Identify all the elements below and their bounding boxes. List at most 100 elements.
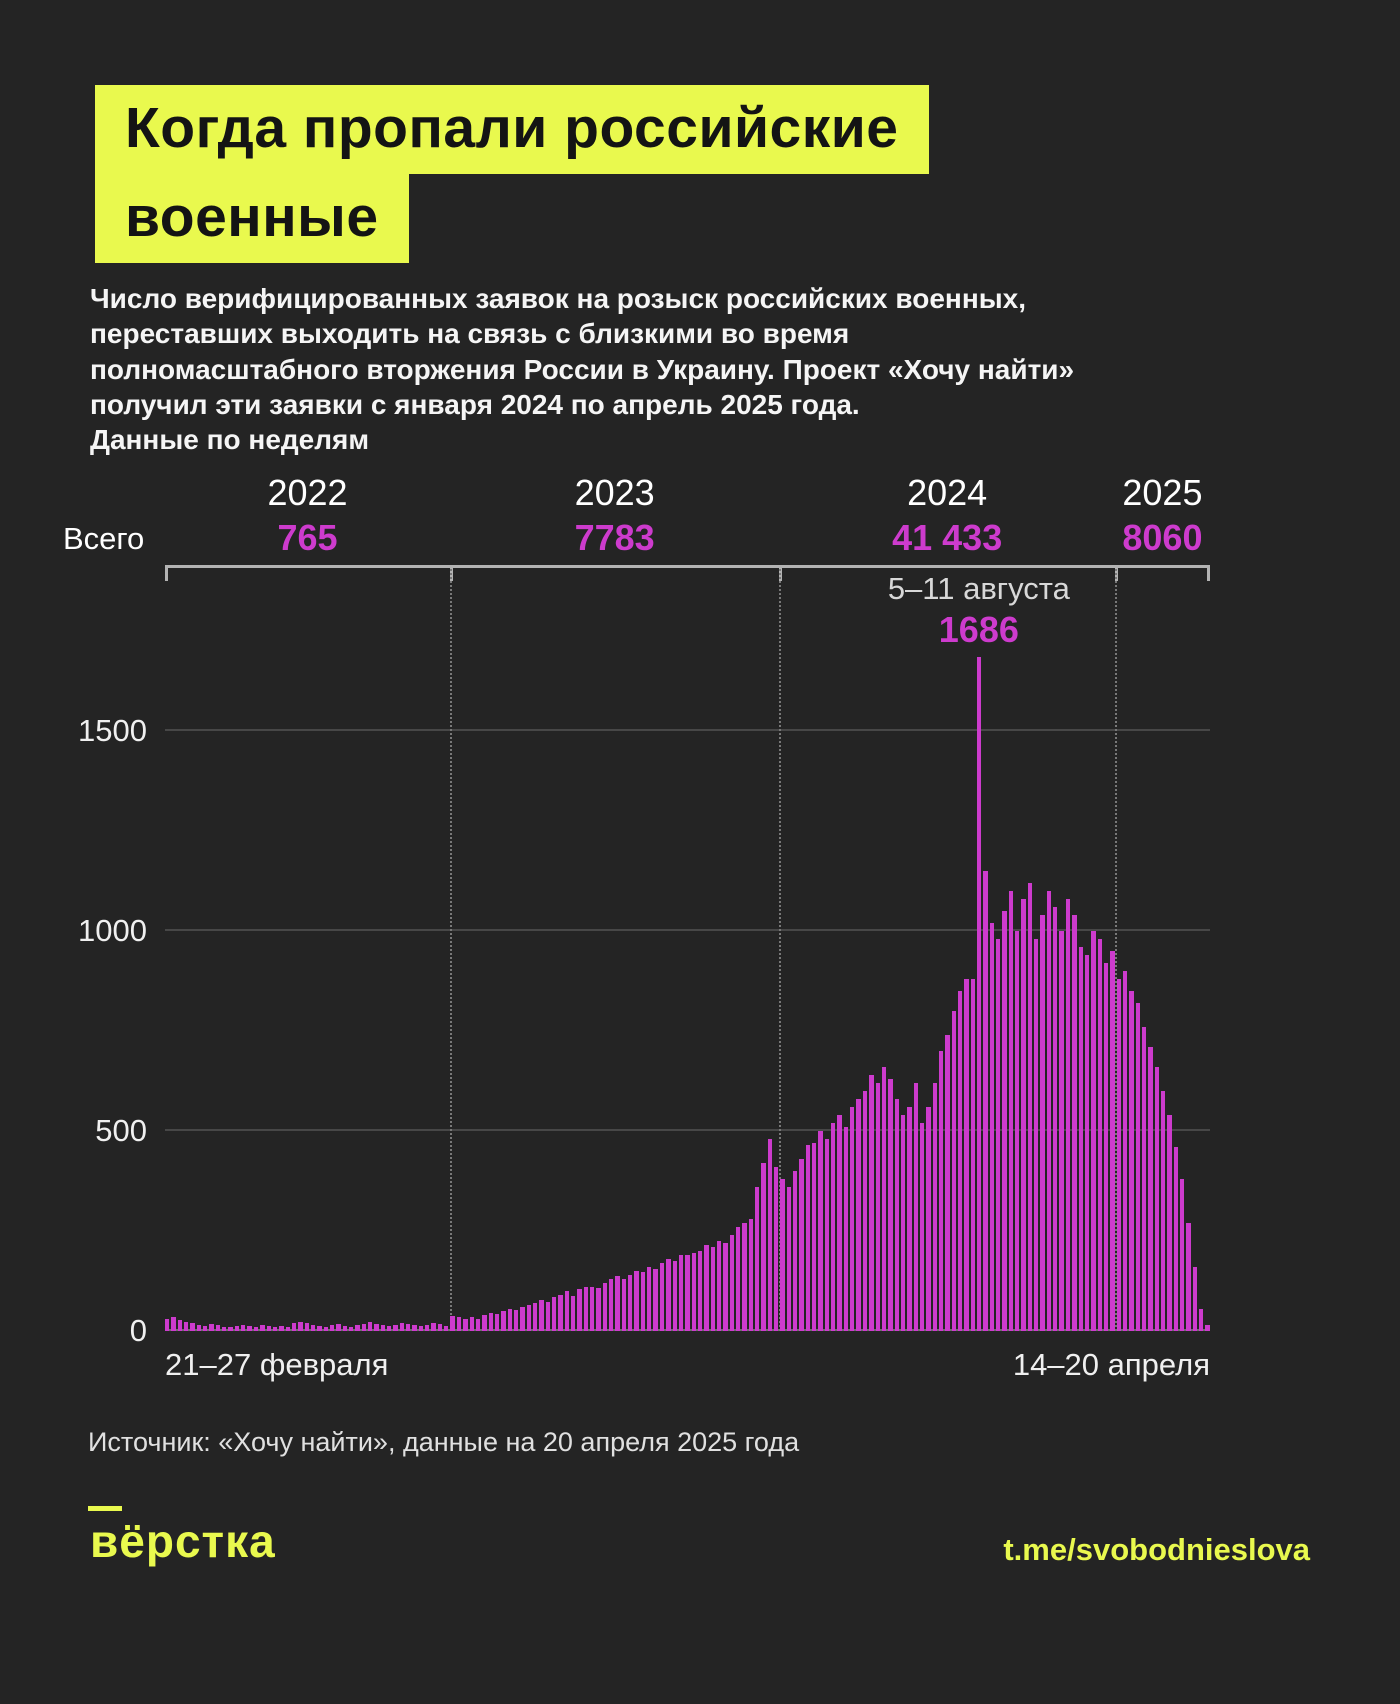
- bar: [545, 1301, 550, 1332]
- chart-description: Число верифицированных заявок на розыск …: [90, 283, 1075, 456]
- bar: [780, 1179, 785, 1332]
- bar: [977, 656, 982, 1332]
- bar: [774, 1167, 779, 1332]
- bar: [862, 1091, 868, 1332]
- bar: [1110, 951, 1115, 1332]
- bar: [196, 1324, 202, 1332]
- bar: [1015, 931, 1020, 1332]
- ruler-tick: [1207, 568, 1210, 582]
- bar: [666, 1259, 671, 1332]
- bar: [571, 1296, 576, 1332]
- bar: [888, 1079, 893, 1332]
- gridline: [165, 729, 1210, 732]
- bar: [1078, 947, 1083, 1332]
- bar: [583, 1286, 589, 1332]
- bar: [615, 1276, 620, 1332]
- year-label: 2024: [907, 472, 988, 514]
- bar: [1002, 911, 1007, 1332]
- bar: [964, 979, 969, 1332]
- bar: [913, 1083, 918, 1332]
- year-label: 2025: [1122, 472, 1203, 514]
- y-axis-tick-label: 1000: [78, 913, 147, 949]
- bar: [526, 1304, 531, 1332]
- bar: [1135, 1003, 1140, 1332]
- peak-annotation-date: 5–11 августа: [887, 571, 1070, 607]
- bar: [590, 1286, 595, 1332]
- x-axis-end-label: 14–20 апреля: [1012, 1347, 1210, 1383]
- bar: [621, 1279, 627, 1332]
- bar: [761, 1163, 766, 1332]
- bar: [697, 1251, 703, 1332]
- gridline: [165, 1129, 1210, 1132]
- year-separator-line: [779, 569, 782, 1332]
- bar: [1059, 931, 1064, 1332]
- bar: [602, 1282, 608, 1332]
- bar: [609, 1279, 614, 1332]
- bar: [222, 1326, 227, 1332]
- logo-text: вёрстка: [90, 1515, 276, 1568]
- bar: [279, 1325, 284, 1332]
- bar: [1008, 891, 1014, 1332]
- bar: [171, 1317, 176, 1332]
- bar: [387, 1326, 392, 1332]
- bar: [742, 1223, 747, 1332]
- year-column-2024: 2024 41 433: [892, 472, 1002, 559]
- bar: [653, 1269, 658, 1332]
- bar: [1141, 1027, 1147, 1332]
- bar: [1129, 991, 1134, 1332]
- bar: [348, 1326, 354, 1332]
- bar: [1122, 971, 1128, 1332]
- bar: [919, 1123, 925, 1332]
- bar: [374, 1324, 379, 1332]
- bar: [843, 1127, 849, 1332]
- bar: [932, 1083, 937, 1332]
- bar: [342, 1325, 347, 1332]
- verstka-logo[interactable]: вёрстка: [88, 1506, 276, 1568]
- bar: [494, 1313, 500, 1332]
- gridline: [165, 929, 1210, 932]
- bar: [869, 1075, 874, 1332]
- bar: [805, 1144, 811, 1332]
- bar: [691, 1253, 696, 1332]
- telegram-link[interactable]: t.me/svobodnieslova: [1003, 1532, 1310, 1568]
- bar: [1034, 939, 1039, 1332]
- year-column-2025: 2025 8060: [1122, 472, 1202, 559]
- bar: [507, 1309, 512, 1332]
- y-axis-tick-label: 1500: [78, 713, 147, 749]
- bar: [450, 1316, 455, 1332]
- bar: [463, 1318, 468, 1332]
- bar: [685, 1255, 690, 1332]
- year-label: 2022: [267, 472, 348, 514]
- bar: [881, 1067, 887, 1332]
- bar: [767, 1139, 772, 1332]
- bar: [1091, 931, 1096, 1332]
- totals-label: Всего: [63, 521, 145, 557]
- bar: [628, 1274, 633, 1332]
- bar: [850, 1107, 855, 1332]
- source-note: Источник: «Хочу найти», данные на 20 апр…: [88, 1427, 800, 1458]
- bar: [520, 1307, 525, 1332]
- bar: [532, 1302, 538, 1332]
- bar: [1021, 899, 1026, 1332]
- bar: [1103, 963, 1109, 1332]
- bar: [551, 1297, 557, 1332]
- bar: [996, 939, 1001, 1332]
- bar: [298, 1321, 303, 1332]
- year-separator-line: [1115, 569, 1117, 1332]
- bar: [1148, 1047, 1153, 1332]
- bar: [361, 1323, 366, 1332]
- bar: [596, 1288, 601, 1332]
- bar: [488, 1312, 493, 1332]
- bar: [926, 1107, 931, 1332]
- bar: [729, 1235, 734, 1332]
- bar: [735, 1227, 741, 1332]
- bar: [1097, 939, 1102, 1332]
- bar: [672, 1261, 677, 1332]
- bar: [957, 991, 963, 1332]
- bar: [831, 1123, 836, 1332]
- bar: [634, 1270, 639, 1332]
- bar: [678, 1255, 684, 1332]
- bar: [894, 1099, 899, 1332]
- bar: [1167, 1115, 1172, 1332]
